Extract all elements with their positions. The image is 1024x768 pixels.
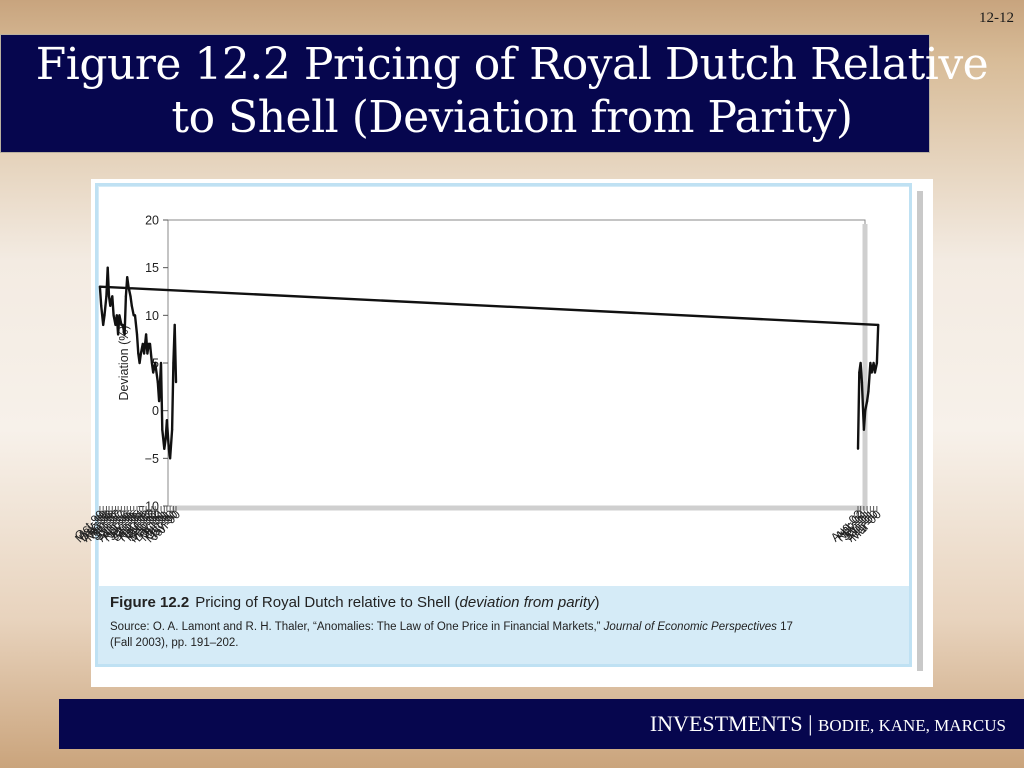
y-tick-label: 20: [145, 214, 159, 228]
data-point: [873, 371, 877, 374]
series-group: [98, 266, 880, 460]
data-point: [875, 361, 879, 365]
data-point: [860, 381, 864, 384]
data-point: [100, 304, 103, 307]
data-point: [123, 333, 126, 336]
data-point: [159, 361, 163, 365]
data-point: [171, 428, 174, 431]
footer-text: INVESTMENTS | BODIE, KANE, MARCUS: [650, 711, 1006, 737]
data-point: [164, 438, 167, 441]
data-point: [130, 304, 133, 307]
data-point: [172, 361, 175, 365]
data-point: [107, 295, 111, 298]
caption-source-text: Source: O. A. Lamont and R. H. Thaler, “…: [110, 621, 604, 633]
caption-source-pages: (Fall 2003), pp. 191–202.: [110, 637, 239, 649]
data-point: [118, 314, 121, 317]
footer-separator: |: [802, 711, 819, 736]
caption-source: Source: O. A. Lamont and R. H. Thaler, “…: [110, 619, 910, 651]
data-point: [866, 400, 869, 403]
data-point: [154, 361, 157, 365]
data-point: [105, 295, 108, 298]
data-point: [155, 371, 158, 374]
data-point: [872, 361, 875, 365]
data-point: [109, 304, 112, 307]
data-point: [138, 361, 141, 365]
figure-shadow: [917, 191, 923, 671]
data-point: [877, 323, 880, 326]
data-point: [115, 314, 118, 317]
plot-area: [167, 219, 866, 507]
data-point: [120, 323, 123, 326]
caption-text-italic: deviation from parity: [459, 594, 595, 611]
data-point: [103, 314, 106, 317]
data-point: [859, 361, 862, 365]
slide-title: Figure 12.2 Pricing of Royal Dutch Relat…: [0, 38, 1024, 144]
data-point: [173, 323, 176, 326]
data-point: [127, 285, 130, 288]
caption-source-journal: Journal of Economic Perspectives: [603, 621, 777, 633]
data-point: [146, 352, 149, 355]
y-tick-label: 0: [152, 404, 159, 418]
figure-caption: Figure 12.2 Pricing of Royal Dutch relati…: [110, 594, 910, 651]
y-tick-label: −5: [145, 452, 159, 466]
data-point: [858, 371, 861, 374]
data-point: [158, 400, 161, 403]
data-point: [169, 457, 172, 460]
y-tick-label: 10: [145, 309, 159, 323]
data-point: [141, 342, 144, 345]
data-point: [147, 342, 150, 345]
slide-title-line-1: Figure 12.2 Pricing of Royal Dutch Relat…: [35, 39, 989, 90]
data-point: [135, 333, 139, 336]
data-point: [126, 276, 129, 279]
data-point: [98, 285, 101, 288]
x-axis: Jan-90May-90Oct-90Mar-91Jul-91Dec-91May-…: [72, 506, 884, 545]
data-point: [139, 352, 142, 355]
caption-text-end: ): [594, 594, 600, 611]
data-point: [161, 428, 164, 431]
data-point: [152, 371, 155, 374]
data-point: [870, 371, 873, 374]
data-point: [106, 266, 109, 269]
footer-brand: INVESTMENTS: [649, 711, 803, 736]
data-point: [156, 381, 159, 384]
data-point: [129, 295, 132, 298]
data-point: [137, 352, 140, 355]
slide-title-line-2: to Shell (Deviation from Parity): [171, 92, 853, 143]
data-point: [124, 295, 127, 298]
data-point: [114, 323, 117, 326]
data-point: [856, 447, 860, 450]
caption-title: Figure 12.2 Pricing of Royal Dutch relati…: [110, 594, 910, 611]
data-point: [117, 333, 120, 336]
footer-bar: INVESTMENTS | BODIE, KANE, MARCUS: [59, 699, 1024, 749]
y-axis-label: Deviation (%): [117, 325, 131, 400]
caption-source-volume: 17: [776, 621, 793, 633]
data-point: [174, 381, 178, 384]
data-point: [145, 333, 148, 336]
data-point: [163, 447, 166, 450]
data-point: [150, 361, 153, 365]
caption-figure-label: Figure 12.2: [110, 594, 190, 611]
data-point: [111, 295, 114, 298]
data-point: [167, 447, 170, 450]
caption-text: Pricing of Royal Dutch relative to Shell…: [195, 594, 460, 611]
footer-authors: BODIE, KANE, MARCUS: [818, 716, 1006, 735]
data-point: [165, 419, 168, 422]
slide-number: 12-12: [979, 10, 1014, 26]
title-bar: [0, 34, 930, 153]
data-point: [132, 314, 135, 317]
data-point: [867, 390, 870, 393]
data-point: [862, 428, 866, 431]
data-point: [102, 323, 105, 326]
data-point: [143, 352, 146, 355]
data-point: [112, 314, 115, 317]
data-point: [864, 409, 867, 412]
data-point: [869, 361, 872, 365]
y-tick-label: 15: [145, 261, 159, 275]
